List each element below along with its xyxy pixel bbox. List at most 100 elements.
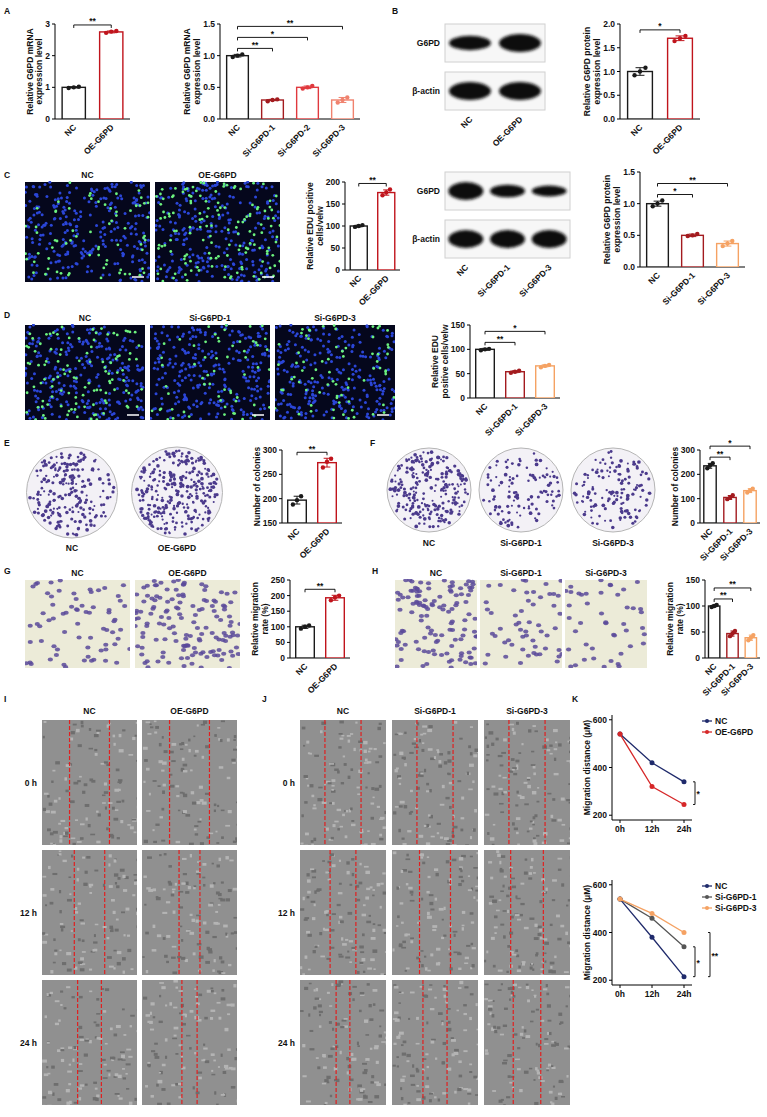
nucleus xyxy=(230,267,233,270)
nucleus xyxy=(261,185,264,188)
edu-cell xyxy=(302,360,305,363)
nucleus xyxy=(226,403,229,406)
nucleus xyxy=(84,250,87,253)
edu-cell xyxy=(104,399,107,402)
nucleus xyxy=(37,337,40,340)
nucleus xyxy=(189,248,192,251)
edu-cell xyxy=(90,197,93,200)
edu-cell xyxy=(264,337,267,340)
nucleus xyxy=(41,213,44,216)
edu-cell xyxy=(382,403,385,406)
nucleus xyxy=(381,392,384,395)
nucleus xyxy=(27,276,30,279)
edu-cell xyxy=(69,239,72,242)
nucleus xyxy=(234,230,237,233)
lane-label: NC xyxy=(454,262,470,278)
nucleus xyxy=(25,372,27,375)
nucleus xyxy=(34,229,37,232)
edu-cell xyxy=(261,260,264,263)
nucleus xyxy=(124,348,127,351)
colony xyxy=(75,533,79,537)
edu-cell xyxy=(189,232,192,235)
nucleus xyxy=(81,363,84,366)
nucleus xyxy=(99,407,102,410)
edu-cell xyxy=(244,356,247,359)
nucleus xyxy=(90,250,93,253)
edu-cell xyxy=(31,337,34,340)
edu-cell xyxy=(222,185,225,188)
colony xyxy=(55,474,59,478)
nucleus xyxy=(378,384,381,387)
nucleus xyxy=(171,365,174,368)
nucleus xyxy=(160,331,163,334)
nucleus xyxy=(74,387,77,390)
nucleus xyxy=(336,368,339,371)
nucleus xyxy=(221,368,224,371)
nucleus xyxy=(169,187,172,190)
edu-cell xyxy=(159,217,162,220)
nucleus xyxy=(156,277,159,280)
nucleus xyxy=(114,418,117,420)
edu-cell xyxy=(28,332,31,335)
edu-cell xyxy=(47,257,50,260)
nucleus xyxy=(77,218,80,221)
nucleus xyxy=(382,390,385,393)
nucleus xyxy=(230,405,233,408)
nucleus xyxy=(125,366,128,369)
nucleus xyxy=(102,220,105,223)
nucleus xyxy=(66,196,69,199)
nucleus xyxy=(330,353,333,356)
nucleus xyxy=(25,367,27,370)
nucleus xyxy=(258,268,261,271)
nucleus xyxy=(140,406,143,409)
colony xyxy=(77,511,79,513)
edu-cell xyxy=(168,215,171,218)
nucleus xyxy=(382,329,385,332)
nucleus xyxy=(99,401,102,404)
nucleus xyxy=(256,385,259,388)
nucleus xyxy=(75,380,78,383)
nucleus xyxy=(95,188,98,191)
nucleus xyxy=(196,187,199,190)
colony xyxy=(102,482,105,485)
nucleus xyxy=(286,370,289,373)
nucleus xyxy=(82,248,85,251)
edu-cell xyxy=(243,373,246,376)
nucleus xyxy=(327,384,330,387)
colony xyxy=(37,512,40,515)
edu-cell xyxy=(163,342,166,345)
edu-cell xyxy=(124,227,127,230)
nucleus xyxy=(277,373,280,376)
nucleus xyxy=(28,200,31,203)
edu-cell xyxy=(97,254,100,257)
nucleus xyxy=(71,345,74,348)
nucleus xyxy=(190,379,193,382)
nucleus xyxy=(55,348,58,351)
nucleus xyxy=(88,331,91,334)
colony xyxy=(88,507,91,510)
edu-cell xyxy=(136,405,139,408)
nucleus xyxy=(25,236,28,239)
nucleus xyxy=(261,246,264,249)
edu-cell xyxy=(311,377,314,380)
edu-cell xyxy=(239,244,242,247)
edu-cell xyxy=(371,352,374,355)
nucleus xyxy=(243,397,246,400)
edu-cell xyxy=(144,239,147,242)
nucleus xyxy=(201,189,204,192)
nucleus xyxy=(133,201,136,204)
nucleus xyxy=(83,366,86,369)
edu-cell xyxy=(84,386,87,389)
nucleus xyxy=(268,379,270,382)
nucleus xyxy=(64,221,67,224)
edu-cell xyxy=(272,217,275,220)
nucleus xyxy=(314,394,317,397)
edu-cell xyxy=(128,273,131,276)
edu-cell xyxy=(234,185,237,188)
edu-cell xyxy=(34,418,37,420)
nucleus xyxy=(43,224,46,227)
edu-cell xyxy=(88,382,91,385)
edu-cell xyxy=(223,182,226,185)
edu-cell xyxy=(266,348,269,351)
nucleus xyxy=(378,384,381,387)
